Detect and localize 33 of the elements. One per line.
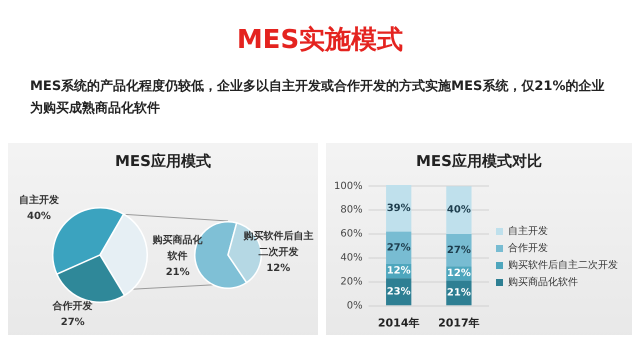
legend-label: 购买软件后自主二次开发 <box>508 259 618 272</box>
data-label: 12% <box>386 266 411 277</box>
y-tick-label: 20% <box>340 276 363 288</box>
text: MES系统的产品化程度仍较低，企业多以自主开发或合作开发的方式实施MES系统，仅21%的企业为购买成熟商品化软件 <box>30 78 606 118</box>
data-label: 21% <box>164 266 191 280</box>
data-label: 12% <box>265 262 292 276</box>
chart-title: MES应用模式对比 <box>415 152 543 171</box>
data-label: 27% <box>60 316 86 330</box>
chart-title: MES应用模式 <box>114 152 212 171</box>
y-tick-label: 100% <box>334 180 363 192</box>
data-label: 27% <box>386 242 411 254</box>
data-label: 23% <box>386 286 411 298</box>
data-label: 40% <box>446 204 471 216</box>
data-label: 12% <box>446 268 471 280</box>
y-tick-label: 80% <box>340 204 363 216</box>
data-label: 40% <box>26 210 52 224</box>
legend-label: 自主开发 <box>508 225 548 238</box>
data-label: 21% <box>446 288 471 299</box>
y-tick-label: 60% <box>340 228 363 240</box>
x-tick-label: 2014年 <box>378 316 420 330</box>
y-tick-label: 40% <box>340 252 363 264</box>
text: MES实施模式 <box>236 24 404 57</box>
x-tick-label: 2017年 <box>438 316 480 330</box>
bar <box>446 186 472 234</box>
data-label: 39% <box>386 202 411 214</box>
legend-label: 购买商品化软件 <box>508 276 578 288</box>
slice-label: 购买软件后自主二次开发 <box>242 229 314 260</box>
legend-label: 合作开发 <box>508 242 548 254</box>
slice-label: 合作开发 <box>52 300 94 314</box>
data-label: 27% <box>446 244 471 256</box>
slice-label: 自主开发 <box>18 193 60 208</box>
y-tick-label: 0% <box>346 300 363 312</box>
bar <box>386 185 412 232</box>
